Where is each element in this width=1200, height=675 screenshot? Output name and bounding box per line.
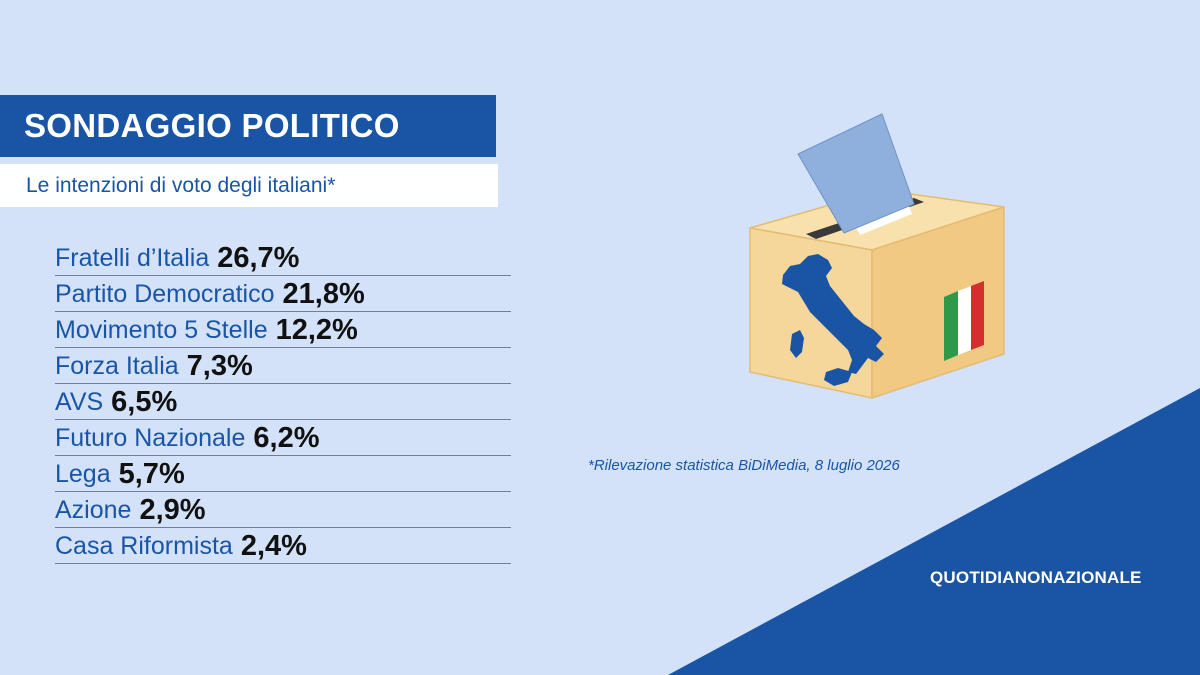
poll-row: Lega 5,7% xyxy=(55,456,511,492)
party-percentage: 2,4% xyxy=(240,530,307,562)
page-title: SONDAGGIO POLITICO xyxy=(0,95,496,157)
party-name: Casa Riformista xyxy=(55,532,233,560)
ballot-box-icon xyxy=(749,113,1005,400)
poll-row: Forza Italia 7,3% xyxy=(55,348,511,384)
poll-row: Fratelli d’Italia 26,7% xyxy=(55,240,511,276)
party-percentage: 26,7% xyxy=(217,242,300,274)
brand-logo-text: QUOTIDIANONAZIONALE xyxy=(930,568,1142,587)
poll-row: Partito Democratico 21,8% xyxy=(55,276,511,312)
poll-row: AVS 6,5% xyxy=(55,384,511,420)
party-name: Forza Italia xyxy=(55,352,179,380)
italy-map-icon xyxy=(782,254,884,386)
party-name: Lega xyxy=(55,460,111,488)
party-percentage: 12,2% xyxy=(275,314,358,346)
party-percentage: 7,3% xyxy=(186,350,253,382)
party-name: Partito Democratico xyxy=(55,280,275,308)
party-name: Movimento 5 Stelle xyxy=(55,316,268,344)
poll-row: Movimento 5 Stelle 12,2% xyxy=(55,312,511,348)
party-name: AVS xyxy=(55,388,104,416)
poll-results-list: Fratelli d’Italia 26,7% Partito Democratic… xyxy=(55,240,511,564)
italian-flag-icon xyxy=(944,281,984,361)
poll-row: Azione 2,9% xyxy=(55,492,511,528)
party-percentage: 6,5% xyxy=(111,386,178,418)
party-percentage: 6,2% xyxy=(253,422,320,454)
party-name: Fratelli d’Italia xyxy=(55,244,210,272)
party-name: Azione xyxy=(55,496,132,524)
party-percentage: 5,7% xyxy=(118,458,185,490)
poll-row: Futuro Nazionale 6,2% xyxy=(55,420,511,456)
page-subtitle: Le intenzioni di voto degli italiani* xyxy=(0,164,498,207)
ballot-paper-icon xyxy=(797,113,915,235)
poll-row: Casa Riformista 2,4% xyxy=(55,528,511,564)
party-percentage: 2,9% xyxy=(139,494,206,526)
party-name: Futuro Nazionale xyxy=(55,424,246,452)
party-percentage: 21,8% xyxy=(282,278,365,310)
source-footnote: *Rilevazione statistica BiDiMedia, 8 lug… xyxy=(588,457,900,474)
